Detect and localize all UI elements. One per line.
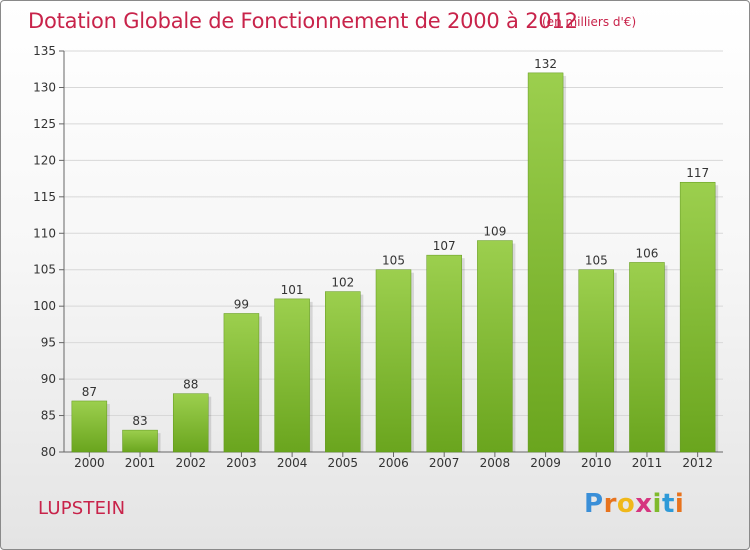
x-tick-label: 2007 [429,456,460,470]
value-label: 105 [585,254,608,268]
bar-2011 [629,262,665,453]
bar-2012 [679,181,716,453]
y-tick-label: 130 [33,80,56,94]
logo-letter: o [616,489,636,519]
value-label: 102 [331,276,354,290]
y-tick-label: 125 [33,117,56,131]
y-tick-label: 105 [33,263,56,277]
y-tick-label: 120 [33,153,56,167]
logo-letter: P [584,489,604,519]
unit-label: (en milliers d'€) [542,15,637,29]
value-label: 107 [433,239,456,253]
value-label: 117 [686,166,709,180]
value-label: 105 [382,254,405,268]
bar-2007 [426,254,462,453]
logo-letter: r [603,489,617,519]
bar-2009 [527,72,564,453]
x-tick-label: 2010 [581,456,612,470]
x-tick-label: 2006 [378,456,409,470]
logo-letter: x [635,489,653,519]
y-tick-label: 135 [33,44,56,58]
logo-letter: i [674,489,685,519]
value-label: 83 [132,414,147,428]
x-tick-label: 2004 [277,456,308,470]
bar-2010 [578,269,615,453]
y-tick-label: 85 [41,409,56,423]
y-tick-label: 100 [33,299,56,313]
x-tick-label: 2008 [480,456,511,470]
value-label: 109 [483,225,506,239]
bar-2005 [325,291,361,453]
bar-2003 [223,313,260,453]
bar-2004 [274,298,310,453]
x-tick-label: 2012 [682,456,713,470]
y-tick-label: 95 [41,336,56,350]
bar-2000 [71,400,108,453]
y-tick-label: 90 [41,372,56,386]
x-tick-label: 2001 [125,456,156,470]
value-label: 88 [183,378,198,392]
chart-title: Dotation Globale de Fonctionnement de 20… [28,9,578,33]
bar-2008 [477,240,513,453]
y-tick-label: 115 [33,190,56,204]
y-tick-label: 110 [33,226,56,240]
x-tick-label: 2000 [74,456,105,470]
bar-2001 [122,429,158,453]
proxiti-logo[interactable]: Proxiti [584,489,684,519]
x-tick-label: 2011 [632,456,663,470]
x-tick-label: 2002 [175,456,206,470]
value-label: 87 [82,385,97,399]
x-tick-label: 2009 [530,456,561,470]
value-label: 132 [534,57,557,71]
value-label: 101 [281,283,304,297]
value-label: 106 [636,246,659,260]
x-tick-label: 2003 [226,456,257,470]
city-name: LUPSTEIN [38,498,126,519]
x-tick-label: 2005 [328,456,359,470]
bar-2006 [375,269,412,453]
bar-2002 [172,393,209,453]
y-tick-label: 80 [41,445,56,459]
logo-letter: t [661,489,675,519]
value-label: 99 [234,297,249,311]
logo-letter: i [652,489,662,519]
